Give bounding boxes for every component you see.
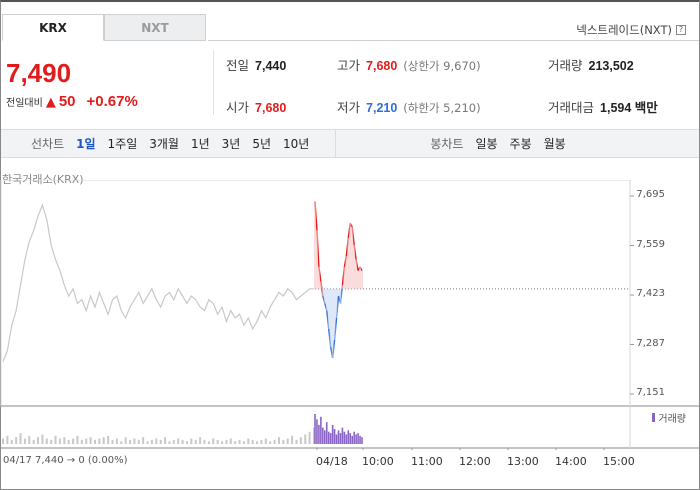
quote-value: 1,594 백만 [600,101,658,115]
y-tick-label: 7,423 [636,288,665,299]
quote-value: 7,440 [255,59,287,73]
upper-limit: (상한가 9,670) [403,59,481,73]
volume-legend-label: 거래량 [658,414,686,425]
lower-limit: (하한가 5,210) [403,101,481,115]
quote-value: 7,680 [366,59,398,73]
x-tick-label: 12:00 [459,455,491,468]
quote-value: 7,680 [255,101,287,115]
quote-label: 저가 [337,100,361,115]
market-tabs: KRX NXT [2,14,206,41]
period-1w[interactable]: 1주일 [107,137,138,151]
y-tick-label: 7,287 [636,337,665,349]
quote-value: 7,210 [366,101,398,115]
quote-low: 저가 7,210 (하한가 5,210) [337,97,481,116]
up-arrow-icon: ▲ [45,95,56,110]
divider [213,50,214,115]
x-tick-label: 14:00 [555,455,587,468]
chart-toolbar: 선차트 1일 1주일 3개월 1년 3년 5년 10년 봉차트 일봉 주봉 월봉 [1,129,699,158]
period-1y[interactable]: 1년 [190,137,210,151]
change-label: 전일대비 [6,98,43,109]
prev-day-info: 04/17 7,440 → 0 (0.00%) [3,455,128,466]
x-tick-label: 13:00 [507,455,539,468]
quote-volume: 거래량 213,502 [548,55,634,74]
x-tick-label: 15:00 [603,455,635,468]
period-10y[interactable]: 10년 [283,137,310,151]
help-icon[interactable]: ? [676,25,686,35]
period-5y[interactable]: 5년 [252,137,272,151]
y-tick-label: 7,151 [636,387,665,398]
toolbar-divider [335,129,337,158]
y-tick-label: 7,559 [636,238,665,250]
quote-label: 거래대금 [548,100,595,115]
x-tick-label: 04/18 [316,455,348,468]
candle-daily[interactable]: 일봉 [475,137,498,151]
nextrade-link[interactable]: 넥스트레이드(NXT) ? [576,22,686,38]
quote-label: 시가 [226,100,250,115]
change-percent: +0.67% [86,93,138,110]
volume-legend: 거래량 [652,410,686,425]
tab-divider [208,40,699,41]
quote-label: 거래량 [548,58,583,73]
period-3m[interactable]: 3개월 [149,137,179,151]
y-tick-label: 7,695 [636,189,665,200]
candle-weekly[interactable]: 주봉 [509,137,532,151]
volume-swatch [652,413,656,422]
quote-label: 고가 [337,58,361,73]
prev-day-line [2,203,314,362]
price-change: 전일대비 ▲ 50 +0.67% [6,93,138,110]
nextrade-label: 넥스트레이드(NXT) [576,23,672,37]
candle-chart-label: 봉차트 [430,137,464,151]
tab-nxt[interactable]: NXT [104,14,206,41]
quote-high: 고가 7,680 (상한가 9,670) [337,55,481,74]
change-value: 50 [58,93,76,110]
x-tick-label: 10:00 [362,455,394,468]
period-3y[interactable]: 3년 [221,137,241,151]
x-tick-label: 11:00 [411,455,443,468]
tab-krx[interactable]: KRX [2,14,104,41]
candle-monthly[interactable]: 월봉 [543,137,566,151]
quote-label: 전일 [226,58,250,73]
quote-amount: 거래대금 1,594 백만 [548,97,658,116]
price-chart[interactable] [0,180,700,450]
period-1d[interactable]: 1일 [76,137,96,151]
line-chart-label: 선차트 [31,137,65,151]
quote-prev-close: 전일 7,440 [226,55,286,74]
quote-value: 213,502 [588,59,634,73]
current-price: 7,490 [6,58,72,88]
quote-open: 시가 7,680 [226,97,286,116]
